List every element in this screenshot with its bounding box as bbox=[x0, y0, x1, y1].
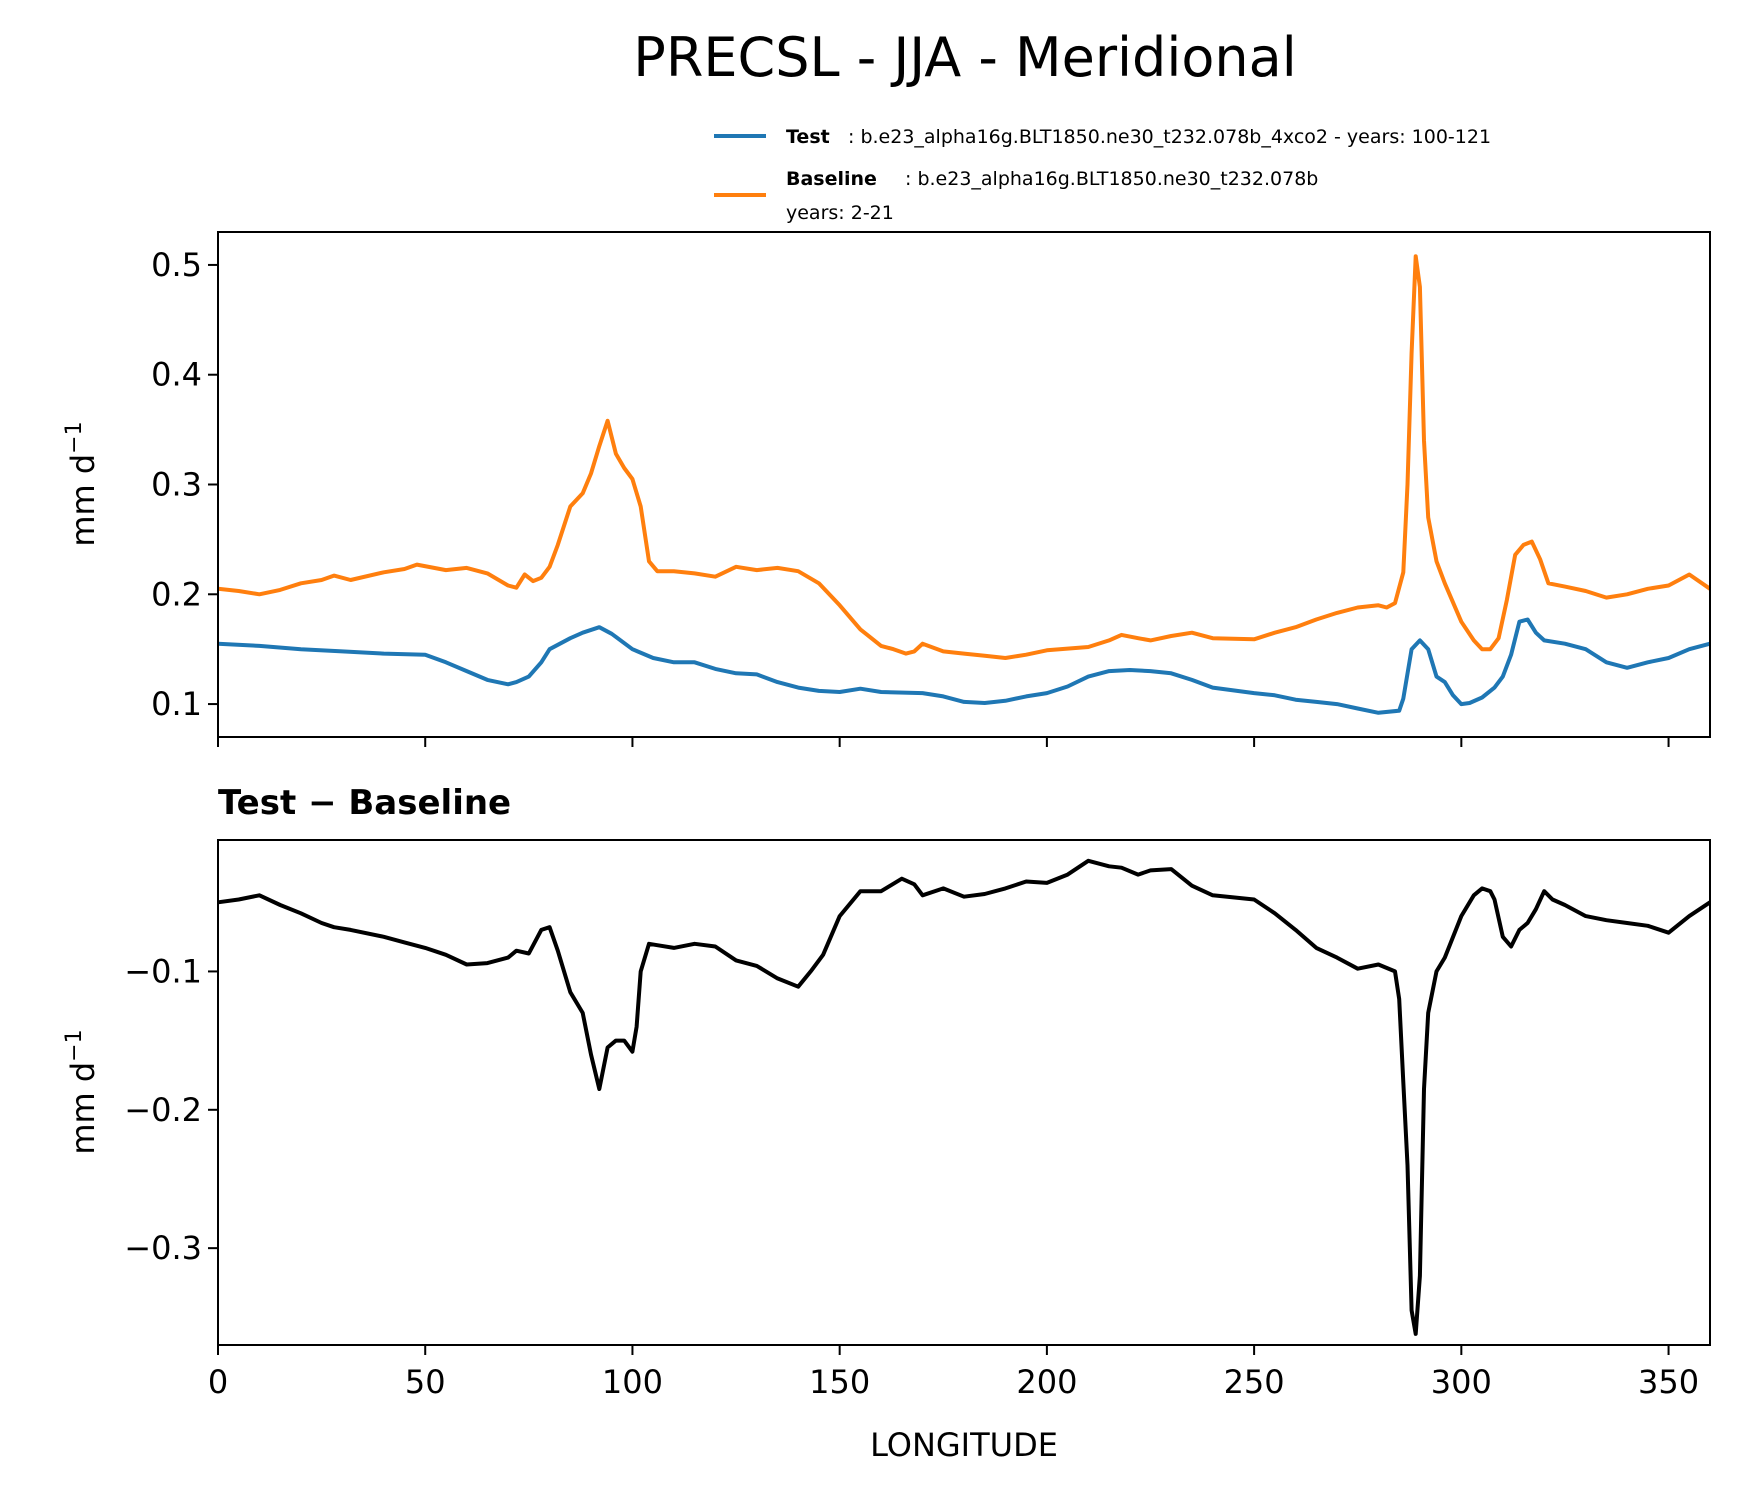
top-series-test bbox=[217, 617, 1711, 715]
x-tick-label: 350 bbox=[1638, 1363, 1699, 1401]
legend-baseline-name: Baseline bbox=[786, 168, 877, 190]
top-panel: 0.1 0.2 0.3 0.4 0.5 mm d−1 bbox=[62, 231, 1712, 747]
x-tick-label: 50 bbox=[405, 1363, 446, 1401]
top-axes-frame bbox=[217, 231, 1711, 738]
top-series-baseline bbox=[217, 254, 1712, 660]
top-y-axis-label: mm d−1 bbox=[62, 421, 102, 546]
legend: Test : b.e23_alpha16g.BLT1850.ne30_t232.… bbox=[714, 126, 1491, 224]
x-tick-label: 250 bbox=[1224, 1363, 1285, 1401]
x-tick-label: 200 bbox=[1016, 1363, 1077, 1401]
top-y-tick-label: 0.3 bbox=[151, 466, 202, 504]
bottom-x-ticks: 0 50 100 150 200 250 300 350 bbox=[208, 1345, 1699, 1401]
bottom-y-axis-label-unit: mm d bbox=[64, 1062, 102, 1155]
bottom-y-tick-label: −0.3 bbox=[124, 1229, 202, 1267]
bottom-axes-frame bbox=[217, 839, 1711, 1346]
top-x-ticks bbox=[217, 737, 1670, 747]
figure-title: PRECSL - JJA - Meridional bbox=[633, 26, 1296, 89]
bottom-y-axis-label: mm d−1 bbox=[62, 1029, 102, 1154]
top-y-tick-label: 0.2 bbox=[151, 575, 202, 613]
top-y-axis-label-unit: mm d bbox=[64, 454, 102, 547]
bottom-panel-title: Test − Baseline bbox=[218, 783, 511, 823]
legend-test-text: : b.e23_alpha16g.BLT1850.ne30_t232.078b_… bbox=[848, 126, 1491, 148]
legend-baseline-text: : b.e23_alpha16g.BLT1850.ne30_t232.078b bbox=[905, 168, 1318, 190]
top-y-axis-label-exp: −1 bbox=[62, 421, 87, 453]
x-tick-label: 100 bbox=[602, 1363, 663, 1401]
legend-baseline-years: years: 2-21 bbox=[786, 202, 894, 224]
x-tick-label: 150 bbox=[809, 1363, 870, 1401]
top-y-ticks: 0.1 0.2 0.3 0.4 0.5 bbox=[151, 246, 218, 723]
bottom-y-axis-label-exp: −1 bbox=[62, 1029, 87, 1061]
top-y-tick-label: 0.4 bbox=[151, 356, 202, 394]
x-axis-label: LONGITUDE bbox=[870, 1426, 1058, 1464]
x-tick-label: 300 bbox=[1431, 1363, 1492, 1401]
top-series-group bbox=[217, 254, 1712, 715]
bottom-series-test-baseline bbox=[217, 858, 1712, 1336]
bottom-y-ticks: −0.1 −0.2 −0.3 bbox=[124, 952, 218, 1267]
bottom-y-tick-label: −0.2 bbox=[124, 1091, 202, 1129]
bottom-y-tick-label: −0.1 bbox=[124, 952, 202, 990]
x-tick-label: 0 bbox=[208, 1363, 228, 1401]
top-y-tick-label: 0.1 bbox=[151, 685, 202, 723]
top-y-tick-label: 0.5 bbox=[151, 246, 202, 284]
legend-test-name: Test bbox=[786, 126, 830, 148]
bottom-series-group bbox=[217, 858, 1712, 1336]
bottom-panel: Test − Baseline −0.1 −0.2 −0.3 0 50 100 150 20… bbox=[62, 783, 1712, 1464]
